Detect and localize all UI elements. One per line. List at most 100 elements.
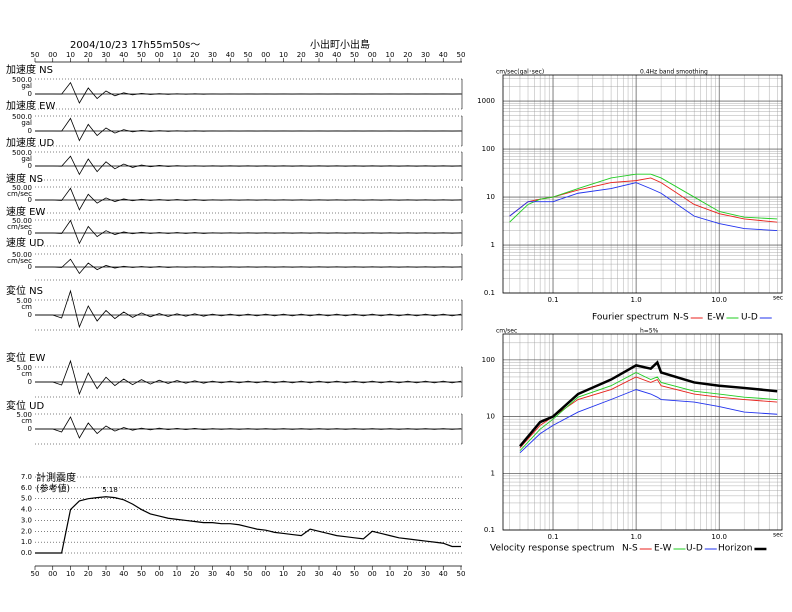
scale-label: 0 — [28, 90, 32, 98]
y-tick-label: 7.0 — [21, 473, 32, 481]
panel-title: 速度 EW — [6, 205, 45, 218]
waveform — [35, 289, 462, 329]
time-tick-label: 00 — [368, 570, 377, 578]
legend-title: Velocity response spectrum — [490, 544, 615, 554]
time-tick-label: 50 — [457, 51, 466, 59]
time-tick-label: 40 — [332, 51, 341, 59]
x-axis-label: sec — [773, 295, 783, 302]
unit-label: cm/sec — [7, 190, 32, 198]
panel-title: 加速度 UD — [6, 136, 54, 149]
scale-label: 0 — [28, 229, 32, 237]
scale-label: 0 — [28, 196, 32, 204]
intensity-line — [35, 496, 461, 554]
waveform — [35, 117, 462, 142]
waveform — [35, 416, 462, 439]
time-tick-label: 50 — [31, 570, 40, 578]
time-tick-label: 50 — [244, 570, 253, 578]
subtitle: 0.4Hz band smoothing — [640, 69, 708, 76]
time-tick-label: 40 — [226, 51, 235, 59]
y-axis-label: cm/sec(gal･sec) — [496, 69, 544, 76]
time-tick-label: 20 — [84, 51, 93, 59]
time-tick-label: 00 — [155, 51, 164, 59]
intensity-subtitle: (参考値) — [36, 483, 70, 495]
panel-title: 変位 NS — [6, 284, 43, 297]
y-tick-label: 3.0 — [21, 516, 32, 524]
scale-label: 0 — [28, 311, 32, 319]
x-axis-label: sec — [773, 532, 783, 539]
series-line — [519, 389, 778, 454]
scale-label: 5.00 — [16, 364, 32, 372]
time-tick-label: 40 — [226, 570, 235, 578]
time-tick-label: 20 — [190, 570, 199, 578]
x-tick-label: 0.1 — [547, 533, 558, 541]
panel-title: 加速度 EW — [6, 99, 55, 112]
time-tick-label: 00 — [368, 51, 377, 59]
legend-label: E-W — [707, 313, 725, 323]
legend-label: Horizon — [718, 544, 752, 554]
subtitle: h=5% — [640, 328, 659, 335]
time-tick-label: 00 — [155, 570, 164, 578]
scale-label: 500.0 — [12, 76, 32, 84]
series-line — [519, 371, 778, 452]
plot-frame — [502, 333, 783, 531]
scale-label: 0 — [28, 127, 32, 135]
unit-label: cm — [21, 417, 32, 425]
y-tick-label: 6.0 — [21, 484, 32, 492]
legend-label: N-S — [673, 313, 689, 323]
time-tick-label: 50 — [137, 570, 146, 578]
legend-label: N-S — [622, 544, 638, 554]
y-tick-label: 2.0 — [21, 527, 32, 535]
time-tick-label: 50 — [350, 570, 359, 578]
x-tick-label: 1.0 — [631, 533, 642, 541]
time-tick-label: 20 — [84, 570, 93, 578]
time-tick-label: 50 — [137, 51, 146, 59]
time-tick-label: 20 — [297, 51, 306, 59]
y-tick-label: 10 — [486, 193, 495, 201]
legend-label: E-W — [654, 544, 672, 554]
y-tick-label: 100 — [482, 145, 495, 153]
time-tick-label: 30 — [421, 51, 430, 59]
unit-label: gal — [21, 155, 32, 163]
time-tick-label: 30 — [102, 570, 111, 578]
scale-label: 5.00 — [16, 297, 32, 305]
waveform — [35, 187, 462, 211]
time-tick-label: 50 — [350, 51, 359, 59]
scale-label: 500.0 — [12, 149, 32, 157]
waveform — [35, 155, 462, 176]
waveform — [35, 359, 462, 396]
x-tick-label: 0.1 — [547, 296, 558, 304]
time-tick-label: 10 — [279, 570, 288, 578]
scale-label: 0 — [28, 378, 32, 386]
time-tick-label: 30 — [315, 570, 324, 578]
legend-label: U-D — [741, 313, 758, 323]
time-tick-label: 30 — [102, 51, 111, 59]
unit-label: cm — [21, 370, 32, 378]
waveform — [35, 258, 462, 275]
y-tick-label: 1.0 — [21, 538, 32, 546]
legend-label: U-D — [686, 544, 703, 554]
series-line — [509, 182, 778, 232]
time-tick-label: 30 — [208, 51, 217, 59]
time-tick-label: 00 — [261, 51, 270, 59]
unit-label: cm/sec — [7, 257, 32, 265]
unit-label: cm — [21, 303, 32, 311]
time-tick-label: 30 — [315, 51, 324, 59]
plot-frame — [502, 74, 783, 294]
y-tick-label: 0.1 — [484, 289, 495, 297]
panel-title: 変位 EW — [6, 351, 45, 364]
intensity-title: 計測震度 — [36, 471, 76, 484]
panel-title: 変位 UD — [6, 399, 44, 412]
y-tick-label: 4.0 — [21, 506, 32, 514]
time-tick-label: 20 — [403, 51, 412, 59]
time-tick-label: 50 — [244, 51, 253, 59]
y-tick-label: 10 — [486, 413, 495, 421]
x-tick-label: 10.0 — [711, 533, 727, 541]
station-name: 小出町小出島 — [310, 38, 370, 51]
y-tick-label: 1000 — [477, 97, 495, 105]
time-tick-label: 40 — [439, 51, 448, 59]
legend-title: Fourier spectrum — [592, 313, 669, 323]
scale-label: 50.00 — [12, 217, 32, 225]
time-tick-label: 40 — [332, 570, 341, 578]
panel-title: 加速度 NS — [6, 63, 53, 76]
time-tick-label: 10 — [386, 570, 395, 578]
